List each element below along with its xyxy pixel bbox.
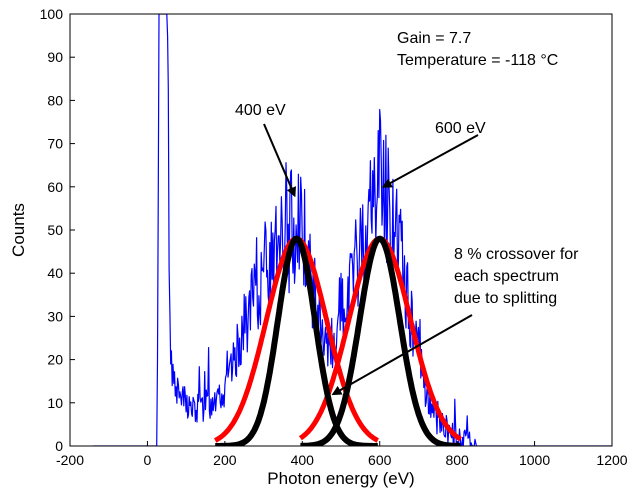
x-tick-label: 1000 <box>519 452 550 468</box>
black-gaussian-600 <box>298 235 463 446</box>
x-tick-label: 800 <box>445 452 469 468</box>
y-tick-label: 20 <box>47 352 63 368</box>
annotation-text: 600 eV <box>435 120 486 137</box>
y-tick-label: 70 <box>47 136 63 152</box>
annotations: Gain = 7.7 Temperature = -118 °C 400 eV 600… <box>235 30 579 396</box>
y-tick-label: 60 <box>47 179 63 195</box>
y-tick-label: 40 <box>47 265 63 281</box>
annotation-text: Gain = 7.7 <box>397 30 471 47</box>
annotation-text: due to splitting <box>454 290 557 307</box>
y-tick-label: 80 <box>47 92 63 108</box>
y-tick-label: 30 <box>47 308 63 324</box>
y-axis-label: Counts <box>9 203 28 257</box>
annotation-text: Temperature = -118 °C <box>397 52 558 69</box>
annotation-arrow <box>263 123 296 198</box>
black-gaussian-385 <box>213 235 380 446</box>
x-tick-label: 0 <box>144 452 152 468</box>
spectrum-line <box>93 14 612 446</box>
x-tick-label: 1200 <box>596 452 627 468</box>
y-tick-label: 100 <box>40 6 64 22</box>
y-tick-label: 10 <box>47 395 63 411</box>
annotation-text: 8 % crossover for <box>454 246 579 263</box>
x-tick-label: 400 <box>291 452 315 468</box>
y-tick-label: 50 <box>47 222 63 238</box>
axis-ticks: -200 0 200 400 600 800 1000 1200010203040506070… <box>40 6 628 468</box>
x-tick-label: -200 <box>56 452 84 468</box>
plot-area <box>93 14 612 446</box>
x-tick-label: 200 <box>213 452 237 468</box>
annotation-arrow <box>381 134 479 188</box>
x-tick-label: 600 <box>368 452 392 468</box>
x-axis-label: Photon energy (eV) <box>267 469 414 488</box>
y-tick-label: 90 <box>47 49 63 65</box>
annotation-text: 400 eV <box>235 102 286 119</box>
y-tick-label: 0 <box>55 438 63 454</box>
annotation-arrow <box>331 314 473 396</box>
annotation-text: each spectrum <box>454 268 559 285</box>
